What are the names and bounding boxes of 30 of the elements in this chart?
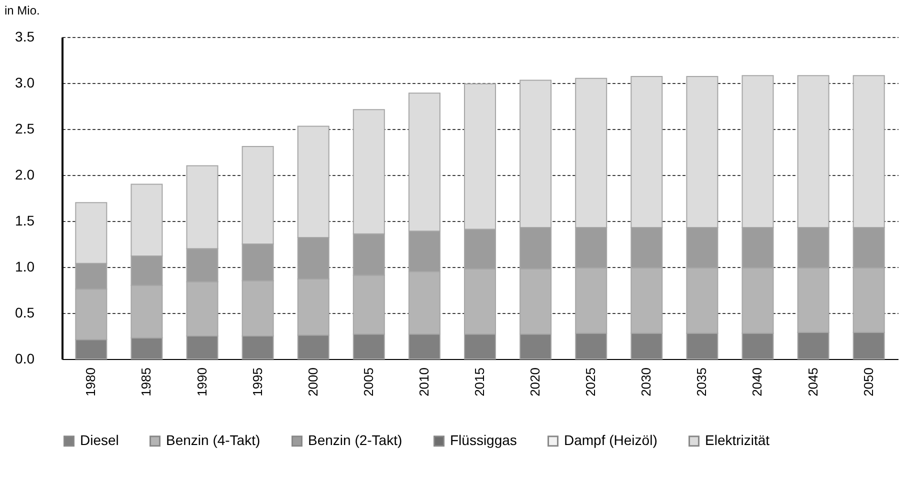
x-tick-label: 2030: [638, 368, 654, 396]
y-tick-label: 1.5: [15, 212, 35, 228]
x-tick-label: 2050: [860, 368, 876, 396]
x-tick-label: 2000: [305, 368, 320, 396]
y-tick-label: 2.5: [15, 120, 35, 136]
x-tick-label: 2045: [805, 368, 820, 396]
x-tick-label: 2010: [416, 368, 432, 396]
x-tick-label: 2040: [750, 368, 765, 396]
x-tick-label: 1985: [138, 368, 154, 396]
x-tick-label: 1990: [194, 368, 210, 396]
x-tick-label: 1995: [250, 368, 265, 396]
legend-label: Benzin (2-Takt): [308, 432, 402, 448]
y-tick-label: 3.5: [15, 28, 35, 44]
x-tick-label: 2015: [472, 368, 487, 396]
x-tick-label: 2005: [360, 368, 376, 396]
y-tick-label: 1.0: [15, 258, 35, 274]
legend-label: Flüssiggas: [450, 432, 517, 448]
y-tick-label: 2.0: [15, 166, 35, 182]
legend-label: Benzin (4-Takt): [166, 432, 260, 448]
y-tick-label: 0.5: [15, 304, 35, 320]
y-tick-label: 3.0: [15, 74, 35, 90]
legend-label: Diesel: [80, 432, 119, 448]
legend-label: Elektrizität: [705, 432, 770, 448]
y-tick-label: 0.0: [15, 350, 35, 366]
x-tick-label: 2020: [528, 368, 543, 396]
x-tick-label: 2025: [583, 368, 598, 396]
y-axis-title: in Mio.: [4, 4, 40, 18]
legend-label: Dampf (Heizöl): [564, 432, 658, 448]
x-tick-label: 1980: [83, 368, 98, 396]
x-tick-label: 2035: [694, 368, 710, 396]
